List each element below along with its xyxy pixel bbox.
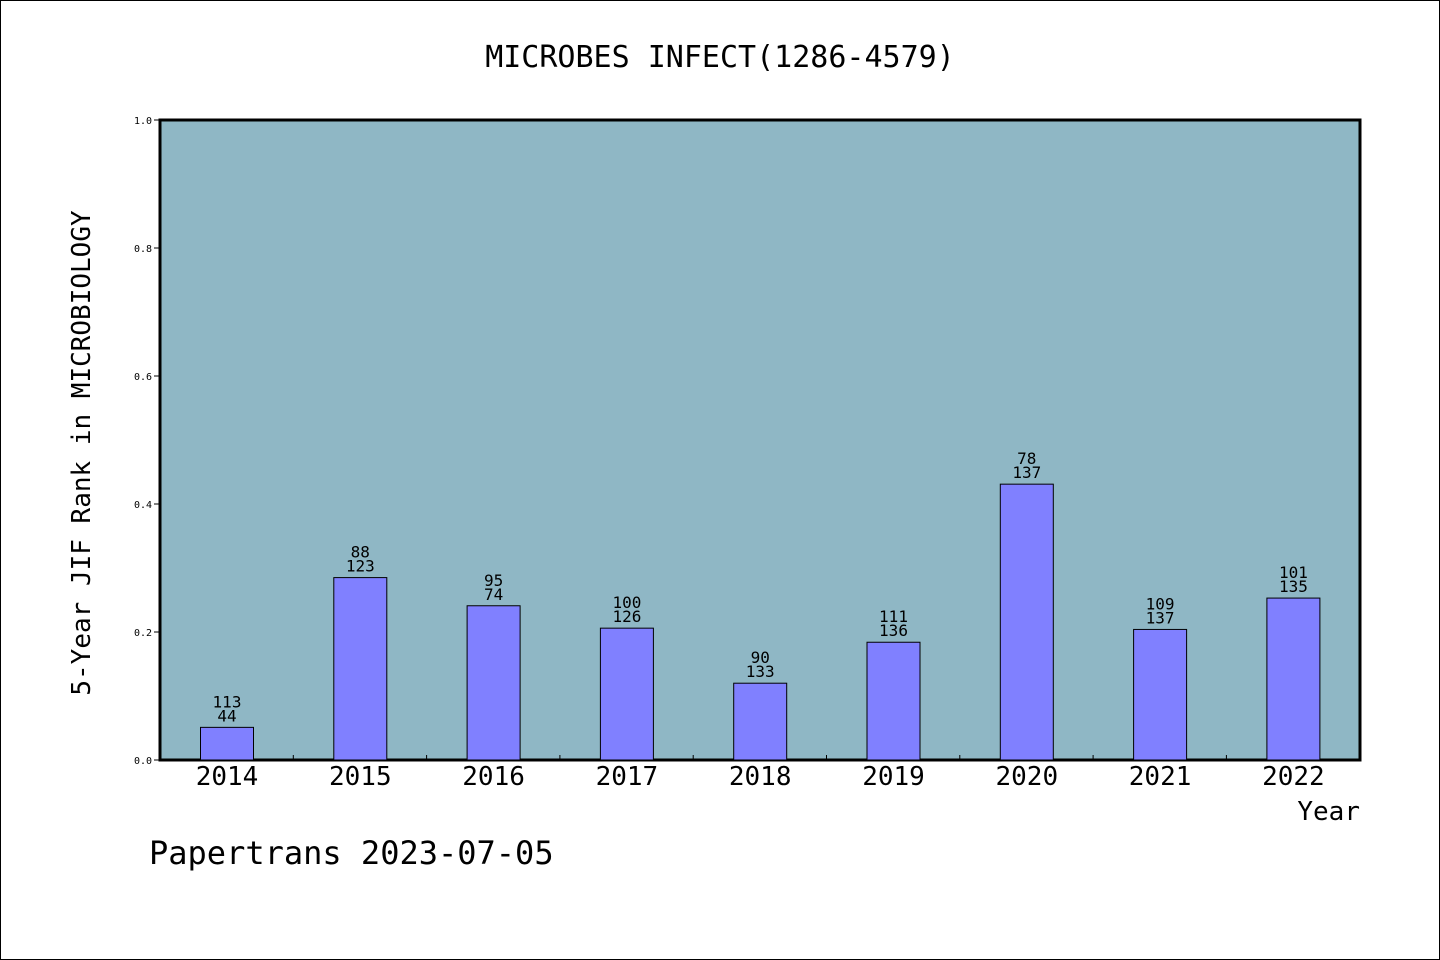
bar [200,726,254,761]
x-tick-label: 2020 [995,762,1058,792]
bar [866,641,921,761]
bar-label-top: 111 [879,607,908,626]
chart-title: MICROBES INFECT(1286-4579) [485,40,955,75]
bar [999,483,1054,761]
x-tick-label: 2017 [596,762,659,792]
bar-label-top: 113 [213,692,242,711]
y-tick-label: 0.8 [134,244,152,255]
x-tick-label: 2018 [729,762,792,792]
bar-label-top: 95 [484,571,503,590]
y-tick-label: 0.4 [134,500,152,511]
y-tick-label: 0.6 [134,372,152,383]
bar-label-top: 88 [351,543,370,562]
bar-label-bottom: 44 [217,706,236,725]
bar [1133,628,1188,761]
bar-label-top: 100 [612,593,641,612]
x-tick-label: 2014 [196,762,259,792]
bar [733,682,788,761]
bar-label-bottom: 137 [1146,608,1175,627]
bar-label-top: 101 [1279,563,1308,582]
bar-label-bottom: 136 [879,621,908,640]
y-tick-label: 1.0 [134,116,152,127]
bar-label-bottom: 123 [346,557,375,576]
x-tick-label: 2022 [1262,762,1325,792]
bar [1266,597,1321,761]
y-axis-label: 5-Year JIF Rank in MICROBIOLOGY [67,210,97,696]
bar-label-top: 90 [751,648,770,667]
bar [599,627,654,761]
bar-label-top: 109 [1146,594,1175,613]
bar-label-bottom: 74 [484,585,503,604]
bar-label-top: 78 [1017,449,1036,468]
bar-label-bottom: 126 [612,607,641,626]
bar [466,605,521,761]
x-axis-label: Year [1297,797,1360,827]
bar [333,577,388,761]
x-tick-label: 2016 [462,762,525,792]
y-tick-label: 0.2 [134,628,152,639]
x-axis: 2014 2015 2016 2017 2018 2019 2020 2021 2022 [196,755,1325,792]
y-tick-label: 0.0 [134,756,152,767]
y-axis: 0.0 0.2 0.4 0.6 0.8 1.0 [134,116,160,767]
bar-label-bottom: 135 [1279,577,1308,596]
x-tick-label: 2015 [329,762,392,792]
bar-label-bottom: 133 [746,662,775,681]
x-tick-label: 2019 [862,762,925,792]
x-tick-label: 2021 [1129,762,1192,792]
bar-label-bottom: 137 [1012,463,1041,482]
footer-credit: Papertrans 2023-07-05 [149,834,554,872]
